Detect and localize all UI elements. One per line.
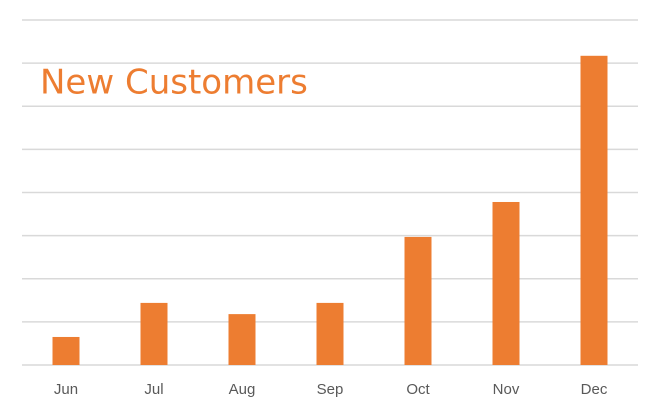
x-tick-label: Aug — [229, 381, 256, 398]
bar — [580, 55, 608, 365]
bar — [52, 336, 80, 365]
bar — [228, 314, 256, 365]
x-tick-label: Jun — [54, 381, 78, 398]
x-tick-label: Nov — [493, 381, 520, 398]
bar — [316, 302, 344, 365]
x-tick-label: Sep — [317, 381, 344, 398]
chart-title: New Customers — [40, 63, 308, 103]
bar — [492, 201, 520, 365]
bars — [52, 55, 608, 365]
x-tick-label: Dec — [581, 381, 608, 398]
grid — [22, 19, 638, 366]
x-tick-label: Oct — [406, 381, 430, 398]
bar — [140, 302, 168, 365]
x-tick-label: Jul — [144, 381, 163, 398]
bar — [404, 236, 432, 365]
